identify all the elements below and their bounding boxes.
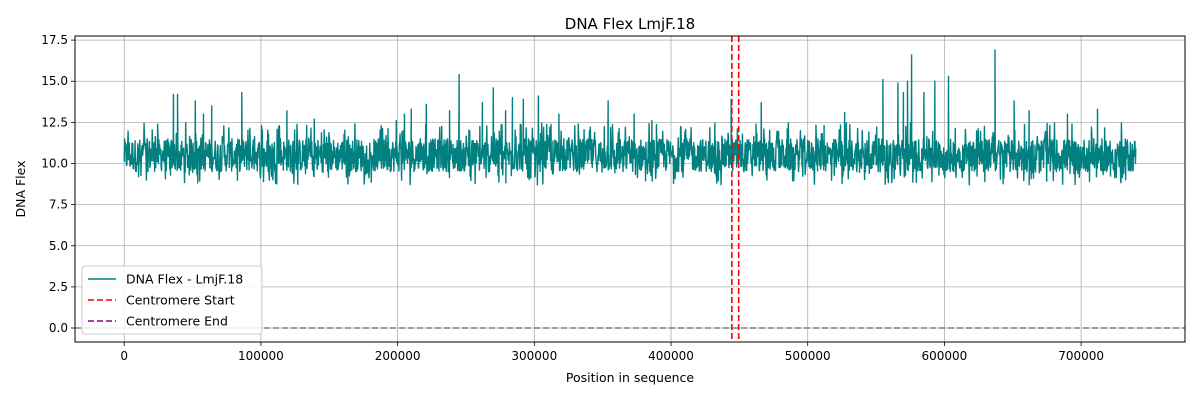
x-tick-label: 700000: [1058, 349, 1104, 363]
y-tick-label: 15.0: [41, 74, 68, 88]
y-tick-label: 2.5: [49, 280, 68, 294]
y-axis-label: DNA Flex: [13, 160, 28, 217]
dna-flex-series-line: [123, 49, 1137, 186]
x-tick-label: 600000: [922, 349, 968, 363]
y-tick-label: 5.0: [49, 239, 68, 253]
chart-title: DNA Flex LmjF.18: [565, 15, 695, 33]
x-axis-ticks: 0 100000 200000 300000 400000 500000 600000 700…: [120, 342, 1104, 363]
x-tick-label: 200000: [375, 349, 421, 363]
legend: DNA Flex - LmjF.18 Centromere Start Centro…: [81, 265, 263, 335]
legend-label-0: DNA Flex - LmjF.18: [126, 272, 243, 287]
x-tick-label: 400000: [648, 349, 694, 363]
y-tick-label: 12.5: [41, 115, 68, 129]
legend-label-1: Centromere Start: [126, 293, 235, 308]
y-axis-ticks: 0.0 2.5 5.0 7.5 10.0 12.5 15.0 17.5: [41, 33, 75, 335]
x-tick-label: 500000: [785, 349, 831, 363]
plot-frame: [74, 35, 1186, 343]
y-tick-label: 0.0: [49, 321, 68, 335]
x-axis-label: Position in sequence: [566, 370, 695, 385]
y-tick-label: 17.5: [41, 33, 68, 47]
x-tick-label: 300000: [511, 349, 557, 363]
x-tick-label: 100000: [238, 349, 284, 363]
legend-label-2: Centromere End: [126, 314, 228, 329]
y-tick-label: 10.0: [41, 157, 68, 171]
legend-box: [81, 265, 263, 335]
y-tick-label: 7.5: [49, 198, 68, 212]
x-tick-label: 0: [120, 349, 128, 363]
